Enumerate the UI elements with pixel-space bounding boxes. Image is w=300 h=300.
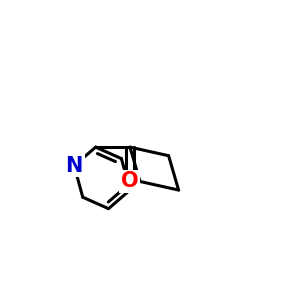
Text: N: N: [65, 156, 83, 176]
Text: O: O: [121, 172, 139, 191]
